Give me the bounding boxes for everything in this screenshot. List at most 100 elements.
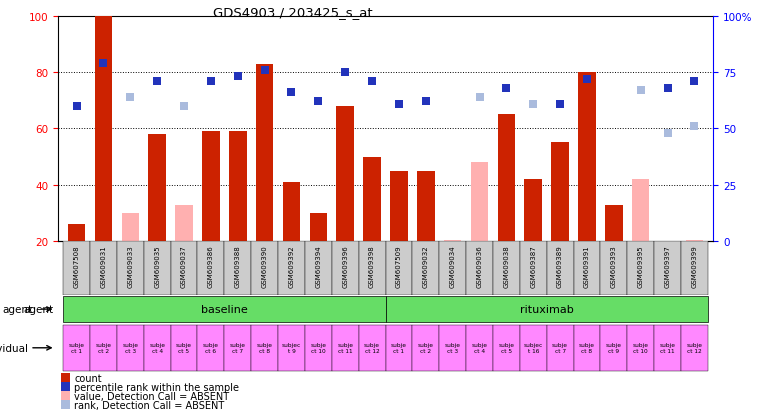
Point [312,99,325,105]
Text: subje
ct 7: subje ct 7 [230,342,246,354]
Bar [520,325,547,371]
Text: subje
ct 6: subje ct 6 [203,342,219,354]
Bar [386,325,412,371]
Text: GSM609388: GSM609388 [235,244,241,287]
Bar [466,325,493,371]
Text: subjec
t 9: subjec t 9 [282,342,301,354]
Bar [122,214,139,242]
Bar [466,242,493,295]
Point [635,88,647,94]
Text: GSM609393: GSM609393 [611,244,617,287]
Bar [412,325,439,371]
Bar [63,325,90,371]
Point [419,99,432,105]
Text: GSM609392: GSM609392 [288,244,295,287]
Text: subje
ct 5: subje ct 5 [176,342,192,354]
Point [500,85,513,92]
Bar [95,17,113,242]
Point [258,67,271,74]
Bar [332,325,359,371]
Bar [256,64,274,242]
Bar [170,242,197,295]
Point [581,76,593,83]
Point [473,94,486,101]
Point [231,74,244,81]
Bar [574,325,601,371]
Text: GSM609387: GSM609387 [530,244,536,287]
Bar [471,163,488,242]
Bar [202,132,220,242]
Bar [251,242,278,295]
Text: GSM609032: GSM609032 [423,244,429,287]
Bar [654,325,681,371]
Bar [412,242,439,295]
Bar [439,242,466,295]
Bar [654,242,681,295]
Text: GDS4903 / 203425_s_at: GDS4903 / 203425_s_at [213,6,373,19]
Bar [497,115,515,242]
Text: subje
ct 12: subje ct 12 [686,342,702,354]
Point [689,123,701,130]
Text: value, Detection Call = ABSENT: value, Detection Call = ABSENT [74,391,229,401]
Text: subje
ct 2: subje ct 2 [418,342,434,354]
Text: GSM609386: GSM609386 [208,244,214,287]
Bar [685,241,703,242]
Text: GSM607508: GSM607508 [73,244,79,287]
Point [205,78,217,85]
Bar [332,242,359,295]
Bar [62,391,70,401]
Bar [310,214,327,242]
Point [339,69,352,76]
Bar [229,132,247,242]
Text: baseline: baseline [201,304,247,314]
Text: subje
ct 11: subje ct 11 [337,342,353,354]
Text: percentile rank within the sample: percentile rank within the sample [74,382,239,392]
Bar [628,325,654,371]
Bar [359,242,386,295]
Text: subje
ct 1: subje ct 1 [391,342,407,354]
Text: subje
ct 12: subje ct 12 [364,342,380,354]
Bar [63,242,90,295]
Bar [224,242,251,295]
Point [151,78,163,85]
Bar [390,171,408,242]
Bar [68,225,86,242]
Text: subje
ct 9: subje ct 9 [606,342,621,354]
Bar [278,325,305,371]
Bar [386,242,412,295]
Text: agent: agent [2,304,32,314]
Text: GSM609397: GSM609397 [665,244,671,287]
Bar [251,325,278,371]
Text: rank, Detection Call = ABSENT: rank, Detection Call = ABSENT [74,400,224,410]
Bar [632,180,649,242]
Text: subje
ct 8: subje ct 8 [257,342,273,354]
Text: rituximab: rituximab [520,304,574,314]
Bar [143,325,170,371]
Bar [359,325,386,371]
Bar [62,373,70,384]
Bar [90,325,117,371]
Bar [605,205,622,242]
Text: subje
ct 11: subje ct 11 [659,342,675,354]
Text: subje
ct 3: subje ct 3 [445,342,460,354]
Text: subje
ct 1: subje ct 1 [69,342,85,354]
Text: GSM609038: GSM609038 [503,244,510,287]
Bar [386,296,708,323]
Text: GSM609398: GSM609398 [369,244,375,287]
Text: subje
ct 8: subje ct 8 [579,342,595,354]
Text: subjec
t 16: subjec t 16 [524,342,543,354]
Bar [305,325,332,371]
Text: GSM609034: GSM609034 [449,244,456,287]
Point [366,78,379,85]
Bar [417,171,435,242]
Point [527,101,540,108]
Bar [520,242,547,295]
Text: GSM609399: GSM609399 [692,244,698,287]
Text: subje
ct 4: subje ct 4 [150,342,165,354]
Bar [62,382,70,392]
Bar [578,73,596,242]
Bar [149,135,166,242]
Text: GSM609395: GSM609395 [638,244,644,287]
Bar [547,242,574,295]
Bar [62,400,70,411]
